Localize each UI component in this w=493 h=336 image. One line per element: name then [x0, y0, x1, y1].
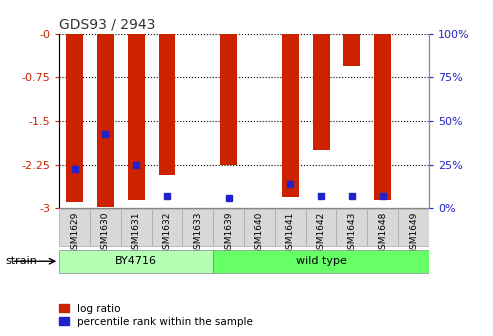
FancyBboxPatch shape [367, 209, 398, 246]
Bar [344, 34, 360, 66]
Bar [313, 34, 329, 150]
Text: GSM1640: GSM1640 [255, 211, 264, 255]
Bar [282, 34, 299, 197]
Text: GSM1633: GSM1633 [193, 211, 202, 255]
FancyBboxPatch shape [213, 209, 244, 246]
FancyBboxPatch shape [275, 209, 306, 246]
FancyBboxPatch shape [336, 209, 367, 246]
FancyBboxPatch shape [121, 209, 152, 246]
Text: GSM1642: GSM1642 [317, 211, 325, 255]
Text: GDS93 / 2943: GDS93 / 2943 [59, 17, 155, 31]
Text: GSM1632: GSM1632 [163, 211, 172, 255]
Bar [128, 34, 144, 200]
Bar [97, 34, 114, 207]
Text: GSM1630: GSM1630 [101, 211, 110, 255]
FancyBboxPatch shape [152, 209, 182, 246]
Bar [374, 34, 391, 200]
Text: GSM1649: GSM1649 [409, 211, 418, 255]
Text: GSM1648: GSM1648 [378, 211, 387, 255]
FancyBboxPatch shape [182, 209, 213, 246]
Text: BY4716: BY4716 [115, 256, 157, 266]
Text: GSM1629: GSM1629 [70, 211, 79, 255]
FancyBboxPatch shape [306, 209, 336, 246]
Text: GSM1639: GSM1639 [224, 211, 233, 255]
FancyBboxPatch shape [59, 209, 90, 246]
Text: GSM1631: GSM1631 [132, 211, 141, 255]
Bar [220, 34, 237, 165]
Text: GSM1643: GSM1643 [348, 211, 356, 255]
Bar [66, 34, 83, 203]
FancyBboxPatch shape [59, 250, 213, 272]
FancyBboxPatch shape [398, 209, 429, 246]
Text: strain: strain [5, 256, 37, 266]
FancyBboxPatch shape [244, 209, 275, 246]
Legend: log ratio, percentile rank within the sample: log ratio, percentile rank within the sa… [55, 299, 257, 331]
FancyBboxPatch shape [213, 250, 429, 272]
Text: wild type: wild type [296, 256, 347, 266]
FancyBboxPatch shape [90, 209, 121, 246]
Text: GSM1641: GSM1641 [286, 211, 295, 255]
Bar [159, 34, 176, 174]
